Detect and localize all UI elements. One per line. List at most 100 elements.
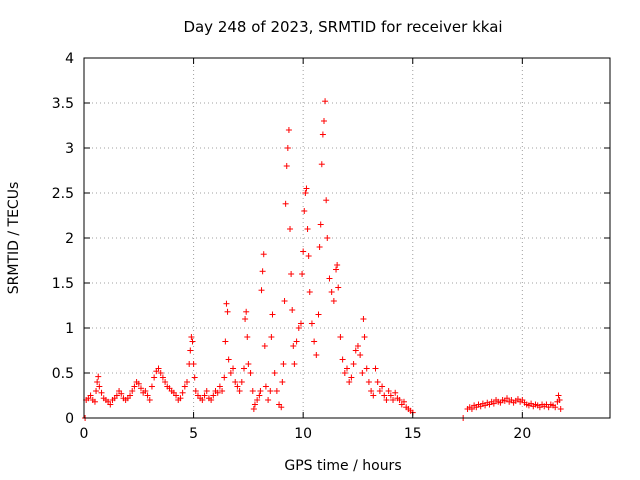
data-point	[390, 397, 397, 403]
data-point	[179, 389, 186, 396]
data-point	[308, 320, 315, 327]
data-point	[288, 271, 295, 277]
data-point	[320, 118, 327, 124]
data-point	[214, 389, 221, 396]
data-point	[278, 404, 285, 411]
data-point	[287, 226, 294, 232]
data-point	[324, 235, 331, 241]
data-point	[261, 343, 268, 349]
data-point	[230, 365, 237, 372]
data-point	[368, 388, 375, 394]
data-point	[131, 383, 138, 390]
data-point	[299, 271, 306, 277]
x-axis-ticks: 0 5 10 15 20	[80, 58, 531, 442]
data-point	[177, 395, 184, 402]
data-point	[236, 388, 243, 394]
data-point	[333, 266, 340, 273]
data-point	[96, 383, 103, 390]
data-point	[305, 253, 312, 259]
x-axis-label: GPS time / hours	[284, 458, 401, 474]
data-point	[148, 383, 155, 390]
chart-title: Day 248 of 2023, SRMTID for receiver kka…	[183, 18, 502, 36]
data-point	[107, 401, 114, 408]
data-point	[283, 163, 290, 169]
data-point	[271, 370, 278, 376]
data-point	[95, 373, 102, 380]
data-point	[354, 343, 361, 349]
data-point	[348, 374, 355, 381]
data-point	[291, 361, 298, 367]
data-point	[210, 392, 217, 399]
data-point	[159, 374, 166, 381]
data-point	[552, 404, 559, 411]
data-point	[203, 388, 210, 394]
data-point	[352, 347, 359, 354]
data-point	[322, 98, 329, 105]
data-point	[374, 379, 381, 385]
data-point	[223, 300, 230, 307]
data-point	[376, 388, 383, 394]
data-point	[219, 388, 226, 394]
data-point	[339, 356, 346, 363]
data-point	[383, 397, 390, 403]
data-point	[232, 379, 239, 385]
data-point	[293, 338, 300, 345]
data-point	[341, 370, 348, 376]
data-point	[392, 389, 399, 396]
data-point	[257, 388, 264, 394]
data-point	[250, 406, 257, 412]
data-point	[243, 308, 250, 315]
grid-lines	[84, 58, 610, 418]
x-tick-label: 10	[294, 426, 312, 442]
y-tick-label: 3	[65, 141, 74, 157]
data-point	[155, 365, 162, 372]
data-point	[225, 356, 232, 363]
data-point	[357, 352, 364, 358]
data-point	[281, 298, 288, 304]
data-point	[267, 388, 274, 394]
y-tick-label: 2	[65, 231, 74, 247]
data-point	[173, 392, 180, 399]
data-point	[157, 370, 164, 376]
data-point	[365, 379, 372, 385]
data-point	[238, 379, 245, 385]
data-point	[240, 365, 247, 372]
data-point	[269, 311, 276, 318]
plot-frame	[83, 57, 611, 419]
data-point	[556, 397, 563, 403]
data-point	[234, 383, 241, 390]
data-point	[249, 388, 256, 394]
data-point	[282, 200, 289, 207]
y-tick-label: 0.5	[52, 366, 74, 382]
data-point	[254, 397, 261, 403]
data-point	[328, 289, 335, 295]
data-point	[387, 392, 394, 399]
data-point	[208, 397, 215, 403]
data-point	[385, 388, 392, 394]
data-point	[335, 284, 342, 291]
data-point	[113, 392, 120, 399]
data-point	[251, 401, 258, 408]
y-axis-label: SRMTID / TECUs	[6, 182, 22, 295]
data-point	[344, 365, 350, 372]
data-point	[245, 361, 252, 367]
data-point	[313, 352, 320, 358]
data-point	[258, 287, 265, 294]
data-point	[184, 379, 191, 385]
data-point	[199, 397, 206, 403]
data-point	[256, 392, 263, 399]
data-point	[400, 398, 407, 405]
data-point	[381, 392, 388, 399]
data-point	[189, 338, 196, 345]
data-point	[187, 347, 194, 354]
data-point	[295, 325, 302, 331]
data-point	[221, 374, 228, 381]
data-point	[350, 361, 357, 367]
x-tick-label: 0	[80, 426, 89, 442]
x-tick-label: 20	[513, 426, 531, 442]
data-point	[279, 379, 286, 385]
data-point	[192, 388, 199, 394]
data-point	[379, 383, 386, 390]
data-point	[224, 308, 231, 315]
